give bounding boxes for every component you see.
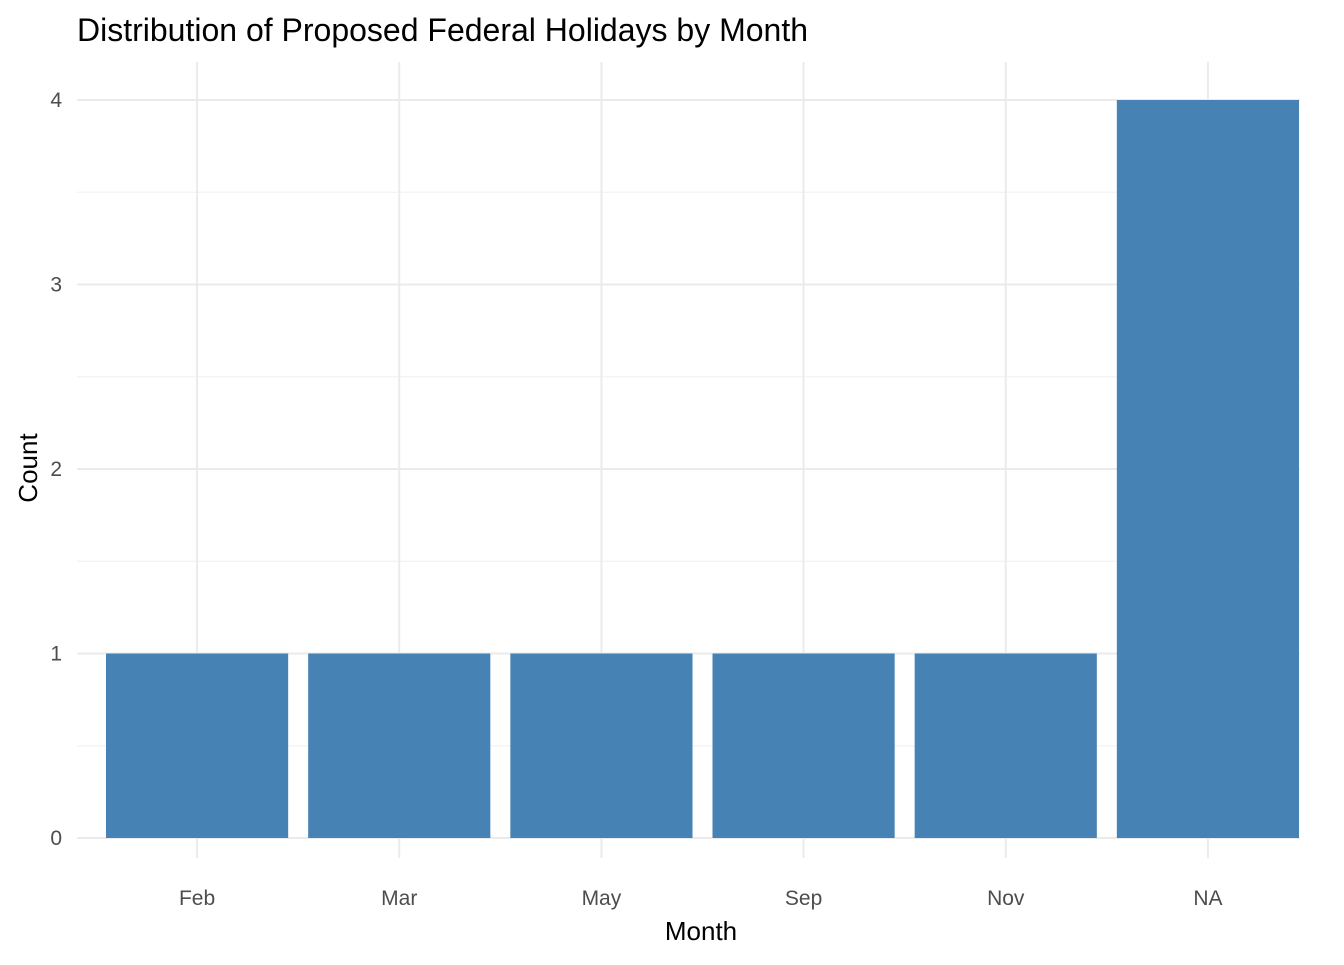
x-tick-label-nov: Nov bbox=[987, 887, 1025, 910]
bar-feb bbox=[106, 653, 289, 838]
bar-sep bbox=[712, 653, 895, 838]
bar-may bbox=[510, 653, 693, 838]
y-tick-label: 4 bbox=[50, 89, 62, 112]
y-tick-label: 2 bbox=[50, 458, 62, 481]
x-axis-title: Month bbox=[665, 916, 737, 946]
x-tick-label-feb: Feb bbox=[179, 887, 215, 910]
bars bbox=[106, 100, 1299, 838]
x-tick-label-na: NA bbox=[1193, 887, 1222, 910]
x-tick-label-sep: Sep bbox=[785, 887, 822, 910]
x-tick-label-may: May bbox=[582, 887, 622, 910]
bar-na bbox=[1116, 100, 1299, 838]
bar-mar bbox=[308, 653, 491, 838]
x-tick-label-mar: Mar bbox=[381, 887, 417, 910]
y-tick-label: 1 bbox=[50, 643, 62, 666]
y-tick-label: 3 bbox=[50, 274, 62, 297]
chart-title: Distribution of Proposed Federal Holiday… bbox=[77, 12, 808, 48]
y-axis-tick-labels: 0 1 2 3 4 bbox=[50, 89, 62, 850]
bar-nov bbox=[914, 653, 1097, 838]
x-axis-tick-labels: Feb Mar May Sep Nov NA bbox=[179, 887, 1223, 910]
y-tick-label: 0 bbox=[50, 827, 62, 850]
y-axis-title: Count bbox=[13, 433, 43, 503]
